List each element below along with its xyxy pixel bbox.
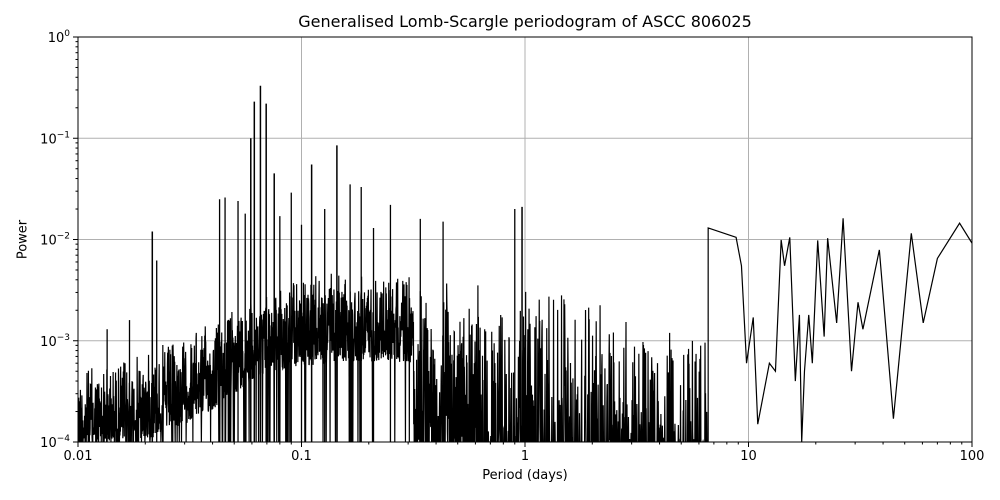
x-tick-label: 0.1 (291, 449, 312, 464)
y-tick-label: 10−1 (40, 130, 70, 147)
x-tick-label: 1 (521, 449, 529, 464)
periodogram-line (78, 218, 972, 442)
chart-title: Generalised Lomb-Scargle periodogram of … (298, 12, 752, 31)
x-tick-label: 10 (740, 449, 757, 464)
x-axis-label: Period (days) (482, 468, 568, 483)
x-tick-label: 0.01 (64, 449, 93, 464)
x-tick-label: 100 (960, 449, 985, 464)
y-tick-label: 100 (48, 29, 71, 46)
y-tick-label: 10−2 (40, 232, 70, 249)
y-tick-label: 10−3 (40, 333, 70, 350)
peaks (106, 85, 523, 442)
